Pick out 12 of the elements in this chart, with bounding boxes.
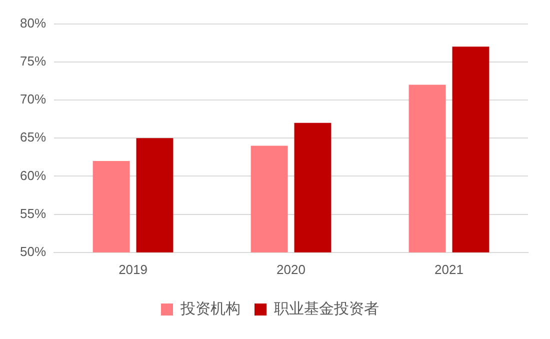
- x-tick-label: 2020: [276, 262, 306, 277]
- y-tick-label: 60%: [20, 168, 46, 183]
- legend-label: 投资机构: [180, 299, 240, 318]
- y-tick-label: 50%: [20, 244, 46, 259]
- legend-label: 职业基金投资者: [274, 299, 379, 318]
- x-tick-label: 2021: [434, 262, 464, 277]
- x-tick-label: 2019: [118, 262, 148, 277]
- y-tick-label: 55%: [20, 206, 46, 221]
- y-tick-label: 75%: [20, 53, 46, 68]
- y-tick-label: 80%: [20, 15, 46, 30]
- y-tick-label: 65%: [20, 130, 46, 145]
- y-tick-label: 70%: [20, 92, 46, 107]
